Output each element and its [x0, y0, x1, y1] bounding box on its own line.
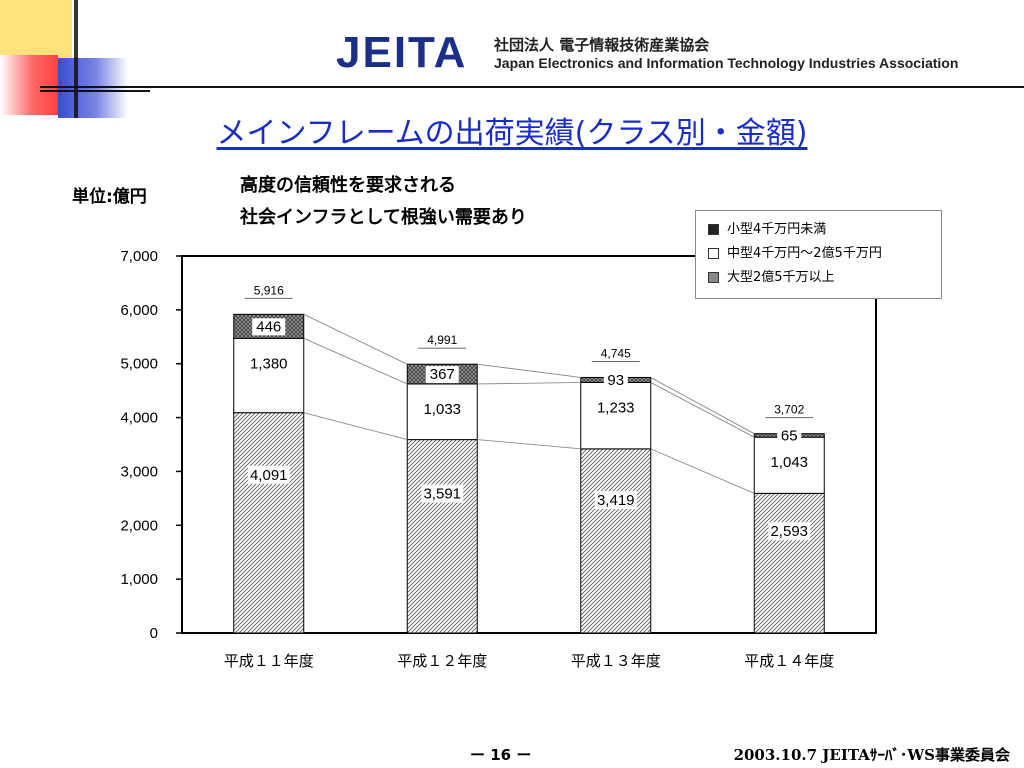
data-label-medium: 1,043 — [770, 454, 808, 471]
decor-vertical-line — [74, 0, 78, 118]
y-tick-label: 0 — [150, 625, 158, 642]
data-label-small: 2,593 — [770, 523, 808, 540]
series-line — [477, 363, 581, 378]
decor-yellow-square — [0, 0, 72, 58]
data-label-large: 446 — [256, 318, 281, 335]
y-tick-label: 4,000 — [120, 410, 158, 427]
bar-segment — [233, 337, 305, 414]
x-tick-label: 平成１２年度 — [397, 653, 487, 670]
note-line-1: 高度の信頼性を要求される — [240, 175, 456, 196]
data-label-bg — [421, 484, 464, 503]
decor-red-square — [0, 55, 58, 115]
y-tick-label: 6,000 — [120, 302, 158, 319]
series-line — [303, 313, 408, 365]
bar-segment — [753, 492, 825, 634]
data-label-bg — [594, 491, 637, 510]
data-label-bg — [247, 465, 290, 484]
data-label-total: 5,916 — [254, 283, 284, 297]
y-tick-label: 5,000 — [120, 356, 158, 373]
bar-segment — [406, 439, 478, 634]
footer-credit: 2003.10.7 JEITAｻｰﾊﾞ･WS事業委員会 — [733, 746, 1010, 764]
data-label-bg — [777, 427, 802, 445]
legend-item-small: 小型4千万円未満 — [708, 221, 826, 239]
data-label-large: 367 — [430, 366, 455, 383]
data-label-medium: 1,033 — [423, 401, 461, 418]
data-label-medium: 1,233 — [597, 399, 635, 416]
note-line-2: 社会インフラとして根強い需要あり — [240, 207, 527, 228]
y-tick-label: 1,000 — [120, 571, 158, 588]
data-label-small: 4,091 — [250, 467, 288, 484]
decor-blue-square — [58, 58, 128, 118]
data-label-large: 93 — [607, 372, 624, 389]
chart-legend: 小型4千万円未満 中型4千万円～2億5千万円 大型2億5千万以上 — [695, 210, 942, 299]
series-line — [303, 412, 408, 441]
data-label-small: 3,591 — [423, 486, 461, 503]
series-line — [650, 382, 755, 438]
y-tick-label: 7,000 — [120, 248, 158, 265]
legend-label-small: 小型4千万円未満 — [727, 222, 827, 237]
data-label-bg — [425, 366, 459, 384]
legend-swatch-medium — [708, 248, 719, 259]
jeita-logo: JEITA 社団法人 電子情報技術産業協会 Japan Electronics … — [336, 30, 1006, 76]
logo-mark: JEITA — [336, 28, 468, 77]
y-tick-label: 2,000 — [120, 517, 158, 534]
data-label-bg — [603, 371, 628, 389]
plot-frame — [181, 255, 877, 634]
bar-segment — [233, 412, 305, 634]
annotation-note: 高度の信頼性を要求される 社会インフラとして根強い需要あり — [240, 170, 527, 234]
data-label-bg — [768, 522, 811, 541]
x-tick-label: 平成１１年度 — [224, 653, 314, 670]
x-tick-label: 平成１３年度 — [571, 653, 661, 670]
logo-name-en: Japan Electronics and Information Techno… — [494, 55, 959, 71]
legend-label-large: 大型2億5千万以上 — [727, 270, 835, 285]
legend-label-medium: 中型4千万円～2億5千万円 — [727, 246, 882, 261]
series-line — [650, 448, 755, 494]
legend-item-medium: 中型4千万円～2億5千万円 — [708, 245, 882, 263]
unit-label: 単位:億円 — [72, 187, 147, 207]
series-line — [303, 337, 408, 385]
series-line — [650, 377, 755, 435]
data-label-medium: 1,380 — [250, 355, 288, 372]
x-tick-label: 平成１４年度 — [744, 653, 834, 670]
bar-segment — [580, 381, 652, 450]
bar-segment — [406, 383, 478, 441]
data-label-total: 4,991 — [427, 333, 457, 347]
legend-item-large: 大型2億5千万以上 — [708, 269, 835, 287]
header-rule — [40, 86, 1024, 88]
data-label-large: 65 — [781, 427, 798, 444]
data-label-total: 4,745 — [601, 346, 631, 360]
slide-title: メインフレームの出荷実績(クラス別・金額) — [216, 116, 808, 151]
data-label-small: 3,419 — [597, 492, 635, 509]
bar-segment — [580, 448, 652, 634]
page-number: ー 16 ー — [470, 746, 532, 764]
data-label-total: 3,702 — [774, 403, 804, 417]
legend-swatch-large — [708, 272, 719, 283]
series-line — [477, 382, 581, 385]
data-label-bg — [252, 318, 286, 336]
series-line — [477, 439, 581, 450]
legend-swatch-small — [708, 224, 719, 235]
header-rule-short — [40, 90, 150, 92]
logo-name-jp: 社団法人 電子情報技術産業協会 — [494, 36, 710, 54]
y-tick-label: 3,000 — [120, 463, 158, 480]
bar-segment — [753, 436, 825, 494]
